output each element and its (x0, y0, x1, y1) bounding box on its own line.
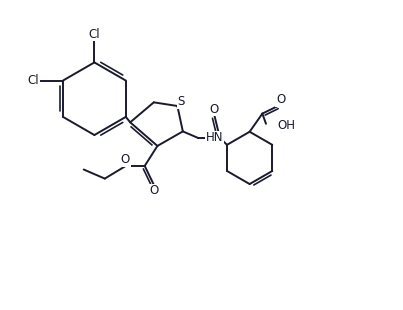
Text: S: S (177, 95, 185, 108)
Text: OH: OH (278, 119, 296, 132)
Text: O: O (121, 153, 130, 166)
Text: HN: HN (206, 131, 224, 144)
Text: O: O (209, 103, 218, 116)
Text: Cl: Cl (89, 28, 100, 41)
Text: O: O (276, 93, 285, 106)
Text: O: O (149, 184, 158, 197)
Text: Cl: Cl (27, 74, 39, 87)
